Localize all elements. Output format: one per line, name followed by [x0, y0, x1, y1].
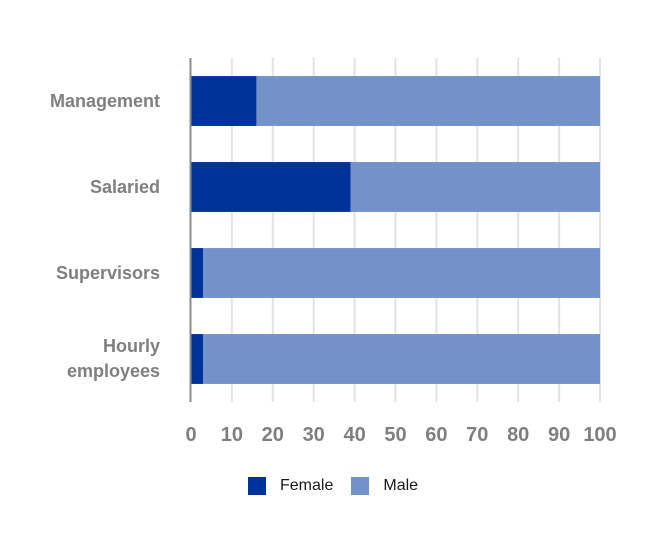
x-tick-label-7: 70	[466, 424, 488, 446]
legend-item-female: Female	[248, 477, 333, 495]
category-label-salaried: Salaried	[90, 177, 160, 197]
legend-item-male: Male	[351, 477, 418, 495]
bar-female-supervisors	[191, 248, 204, 298]
bar-male-management	[256, 76, 600, 126]
x-tick-label-4: 40	[343, 424, 365, 446]
x-tick-label-1: 10	[221, 424, 243, 446]
bar-male-hourly-employees	[203, 334, 600, 384]
legend-label-male: Male	[383, 477, 419, 494]
bar-male-salaried	[350, 162, 600, 212]
category-labels: Management Salaried Supervisors Hourly emplo…	[50, 91, 160, 381]
x-tick-label-2: 20	[262, 424, 284, 446]
legend-swatch-female	[248, 477, 266, 495]
bar-female-salaried	[191, 162, 351, 212]
x-tick-label-3: 30	[303, 424, 325, 446]
category-label-management: Management	[50, 91, 160, 111]
category-label-supervisors: Supervisors	[56, 263, 160, 283]
bar-female-management	[191, 76, 257, 126]
x-tick-label-6: 60	[425, 424, 447, 446]
x-tick-label-5: 50	[384, 424, 406, 446]
x-tick-label-0: 0	[185, 424, 196, 446]
legend-swatch-male	[351, 477, 370, 495]
x-tick-label-8: 80	[507, 424, 529, 446]
legend-label-female: Female	[280, 477, 334, 494]
legend: Female Male	[248, 477, 436, 495]
x-tick-labels: 0 10 20 30 40 50 60 70 80 90 100	[185, 424, 616, 446]
bars	[191, 76, 600, 384]
bar-male-supervisors	[203, 248, 600, 298]
x-tick-label-9: 90	[548, 424, 570, 446]
category-label-hourly-employees: Hourly employees	[67, 336, 160, 381]
x-tick-label-10: 100	[583, 424, 616, 446]
bar-female-hourly-employees	[191, 334, 204, 384]
